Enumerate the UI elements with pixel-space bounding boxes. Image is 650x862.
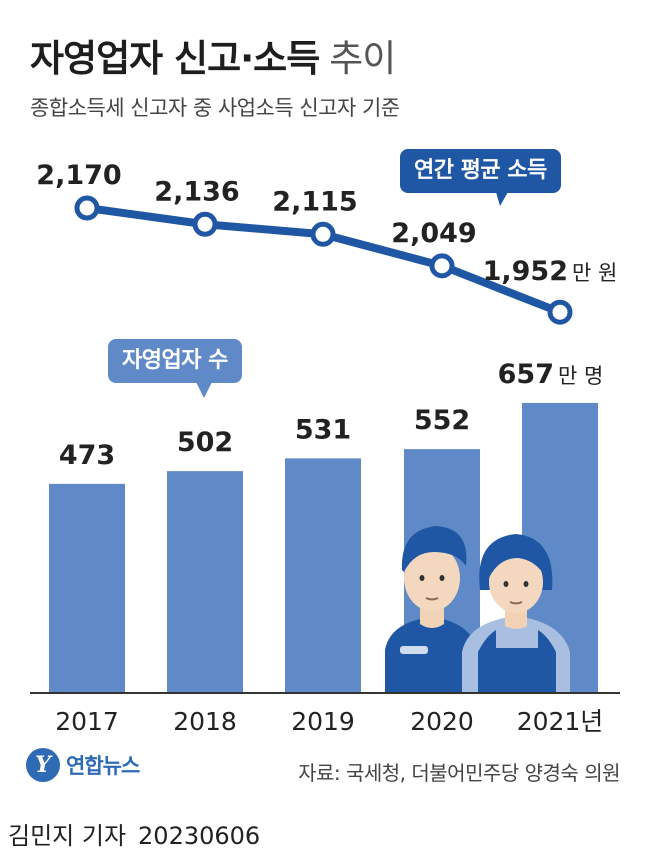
woman-eye-right [523,581,529,587]
bar-2018 [167,471,243,692]
publish-date: 20230606 [138,822,261,850]
woman-apron [478,630,556,692]
source-note: 자료: 국세청, 더불어민주당 양경숙 의원 [298,761,620,785]
x-axis-labels: 2017 2018 2019 2020 2021년 [55,707,603,736]
man-eye-left [419,575,425,581]
man-mouth [425,597,439,601]
woman-face [489,551,543,613]
title-bold: 자영업자 신고·소득 [30,37,320,80]
line-value-label: 1,952 [483,256,568,287]
credit-line: 김민지 기자 20230606 [8,816,260,851]
reporter-name: 김민지 기자 [8,822,127,850]
bar-value-label: 657 [498,359,554,390]
legend-badge-count: 자영업자 수 [108,339,242,383]
woman-hair-front [487,538,547,580]
count-badge-pointer [196,382,212,398]
bar-value-label: 502 [177,427,233,458]
man-eye-right [439,575,445,581]
line-point-2019 [310,221,336,247]
x-tick-label: 2019 [291,707,355,736]
agency-logo: Y 연합뉴스 [26,748,140,782]
woman-eye-left [503,581,509,587]
line-value-label: 2,049 [391,218,476,249]
chart-subtitle: 종합소득세 신고자 중 사업소득 신고자 기준 [30,96,400,120]
x-tick-label: 2018 [173,707,237,736]
x-tick-label: 2017 [55,707,119,736]
x-tick-label: 2021년 [517,707,604,736]
line-point-2017 [74,195,100,221]
line-unit-label: 만 원 [572,261,617,285]
legend-badge-income: 연간 평균 소득 [400,149,561,193]
bar-value-label: 473 [59,440,115,471]
line-value-label: 2,115 [272,186,357,217]
yonhap-logo-icon: Y [26,748,60,782]
title-light: 추이 [329,37,396,80]
line-point-2021년 [547,299,573,325]
people-illustration [385,526,570,692]
man-pocket [400,646,428,654]
income-badge-pointer [496,192,508,206]
man-body [385,617,478,692]
man-hair [401,526,467,572]
line-point-2018 [192,211,218,237]
chart-title: 자영업자 신고·소득 추이 [30,28,396,82]
line-value-label: 2,136 [154,176,239,207]
man-face [404,545,460,611]
bar-2019 [285,458,361,692]
x-tick-label: 2020 [410,707,474,736]
line-point-2020 [429,253,455,279]
woman-mouth [509,601,523,605]
bar-unit-label: 만 명 [558,364,603,388]
agency-name: 연합뉴스 [66,754,140,778]
bar-value-label: 531 [295,414,351,445]
bar-value-label: 552 [414,405,470,436]
bar-2017 [49,483,125,692]
line-value-label: 2,170 [36,160,121,191]
